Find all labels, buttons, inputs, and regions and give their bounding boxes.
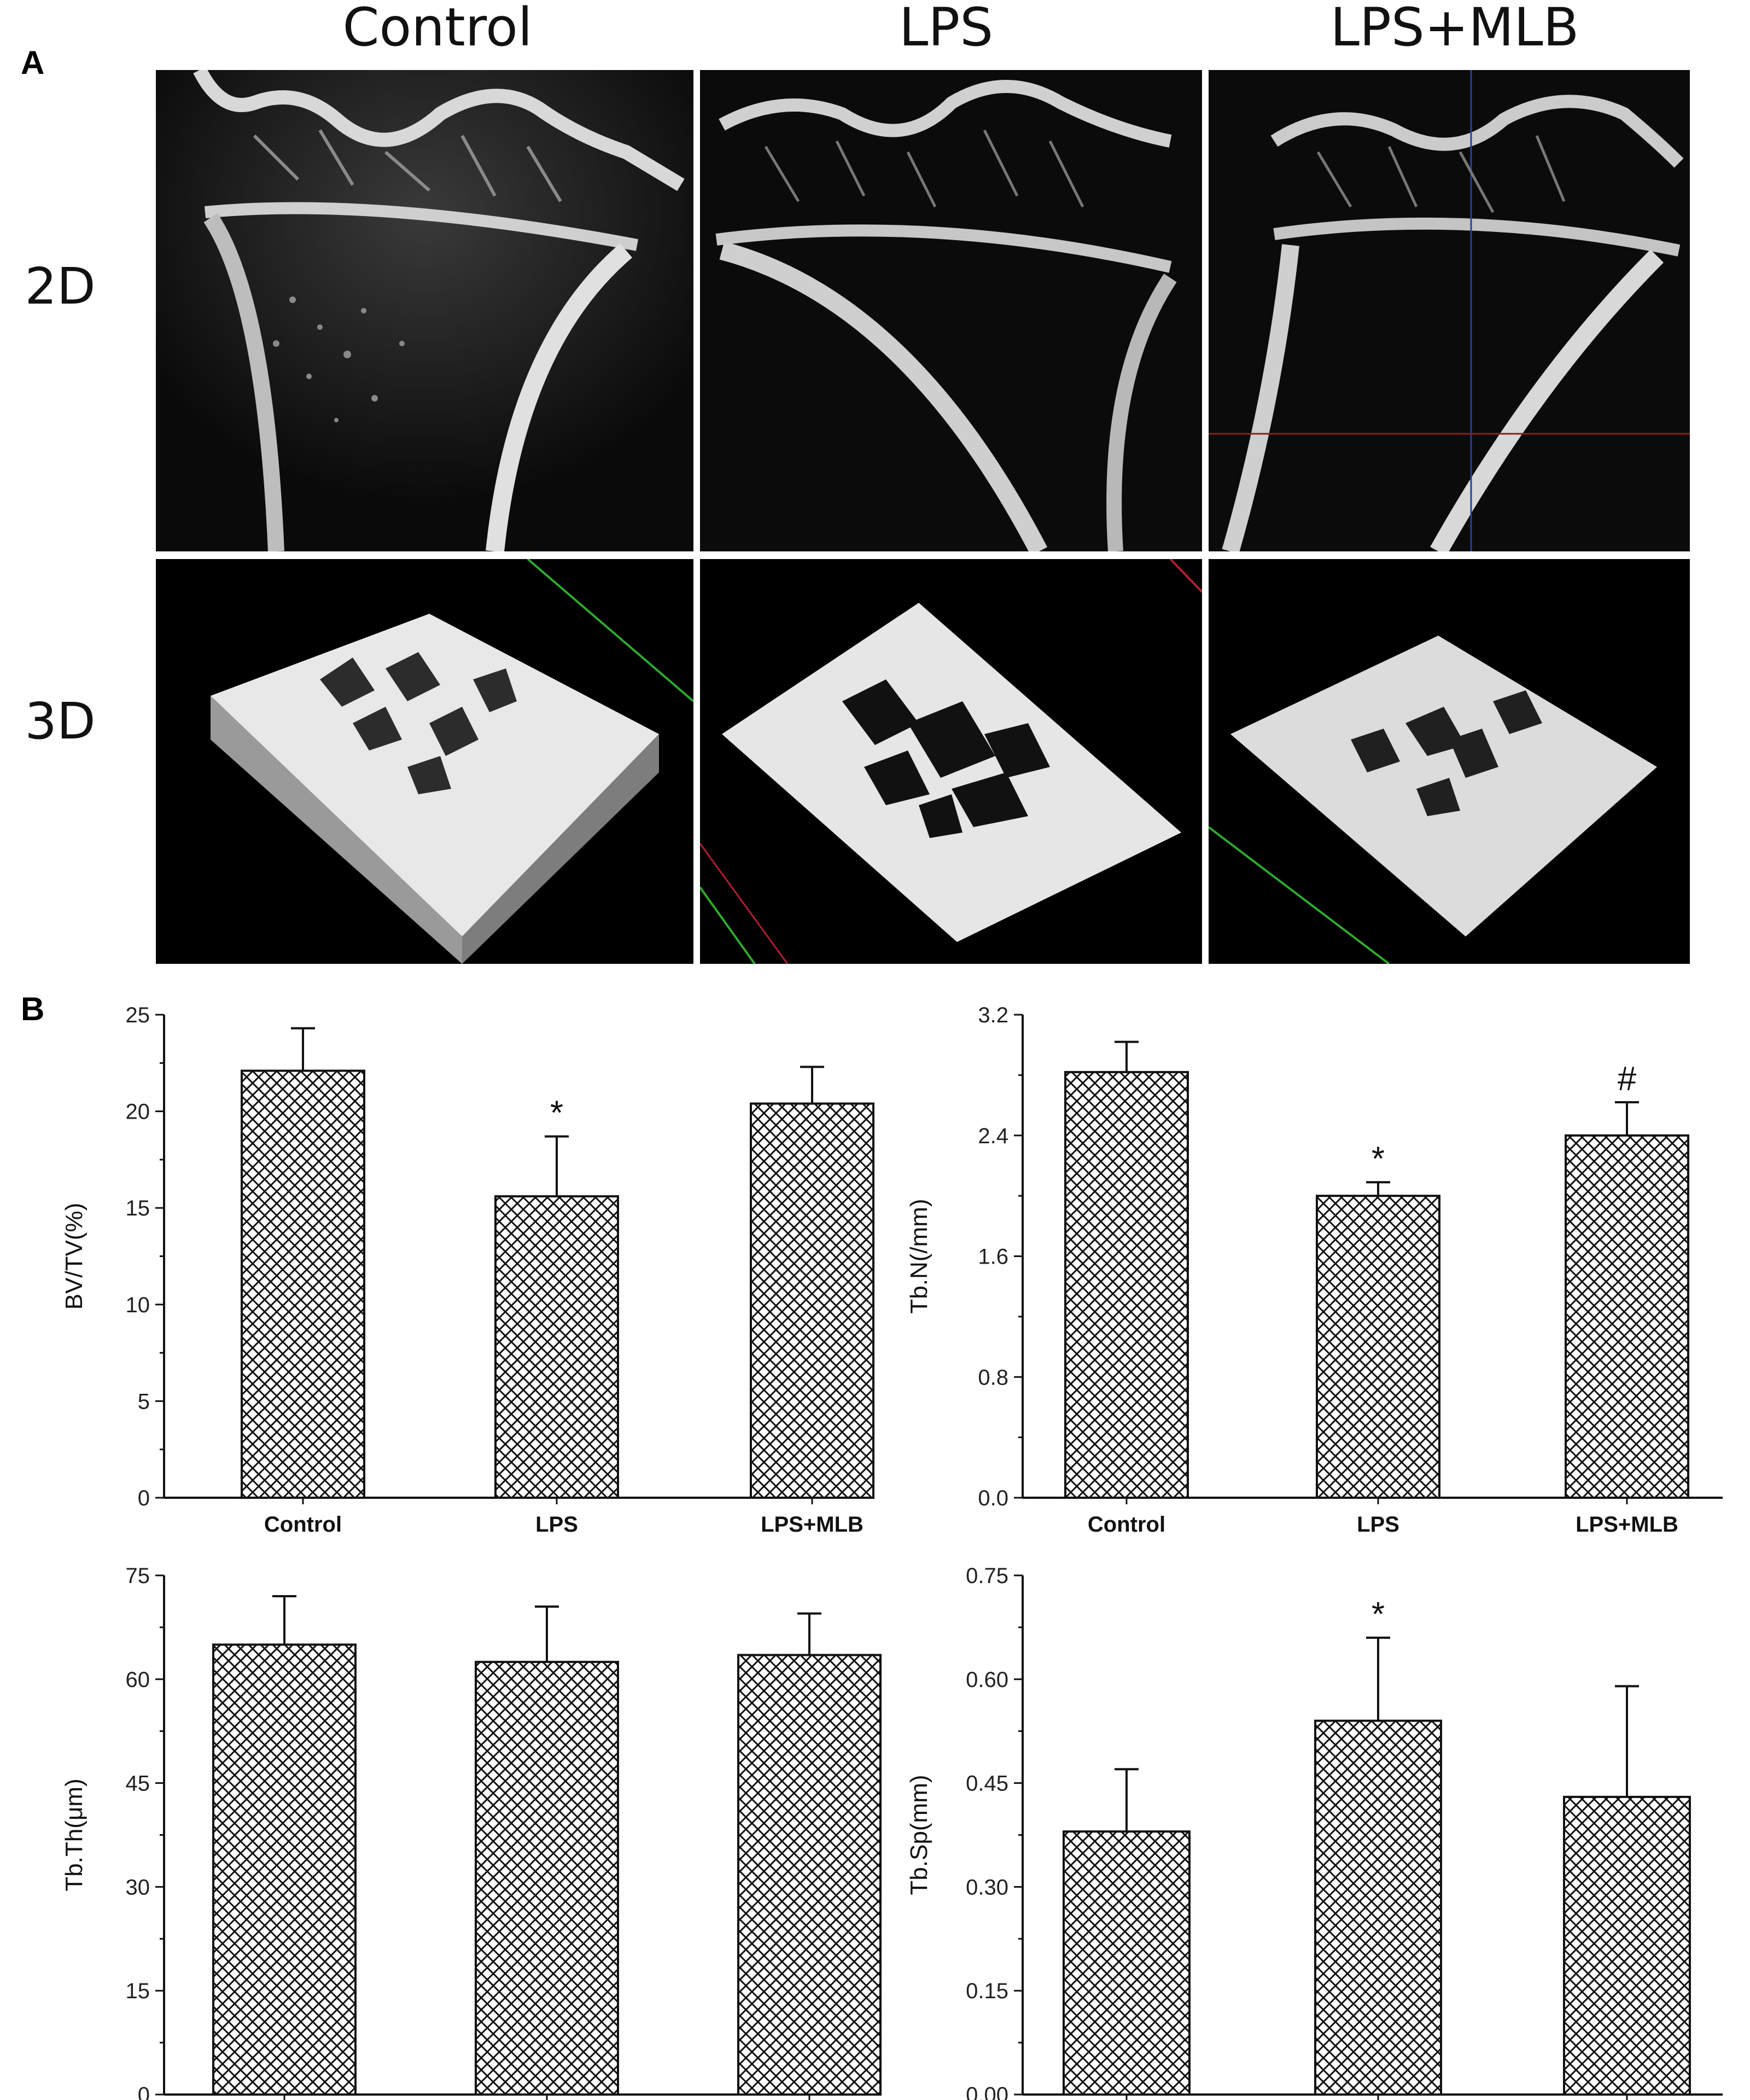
chart-2-y-tick-label: 3.2 (978, 1003, 1008, 1027)
chart-1-significance-mark: * (550, 1095, 563, 1132)
chart-4-y-tick-label: 0.75 (966, 1564, 1008, 1588)
chart-1-y-tick-label: 10 (126, 1293, 150, 1317)
chart-4-bar (1314, 1719, 1442, 2096)
chart-4-significance-mark: * (1372, 1596, 1385, 1633)
micro-ct-3d-lps-mlb-image (1209, 559, 1690, 964)
chart-1-category-label: Control (264, 1513, 342, 1537)
micro-ct-2d-lps-image (700, 70, 1202, 551)
chart-2-category-label: LPS+MLB (1576, 1513, 1678, 1537)
column-header-lps: LPS (899, 0, 994, 58)
panel-a-label: A (21, 44, 45, 81)
chart-3-bar (212, 1643, 357, 2096)
chart-1-category-label: LPS (535, 1513, 578, 1537)
chart-4-y-tick-label: 0.15 (966, 1979, 1008, 2003)
micro-ct-2d-lps-mlb-image (1209, 70, 1690, 551)
chart-1-y-tick-label: 20 (126, 1100, 150, 1124)
micro-ct-3d-control-image (156, 559, 693, 964)
chart-4-y-tick-label: 0.45 (966, 1772, 1008, 1796)
chart-4-bar (1563, 1795, 1691, 2096)
chart-3-y-tick-label: 60 (126, 1668, 150, 1692)
chart-4-y-tick-label: 0.60 (966, 1668, 1008, 1692)
micro-ct-2d-control-image (156, 70, 693, 551)
chart-3-y-tick-label: 75 (126, 1564, 150, 1588)
chart-4-y-tick-label: 0.00 (966, 2083, 1008, 2100)
chart-2-significance-mark: * (1372, 1140, 1385, 1178)
chart-1-category-label: LPS+MLB (761, 1513, 864, 1537)
chart-2-bar (1565, 1134, 1689, 1499)
chart-2-category-label: LPS (1357, 1513, 1399, 1537)
row-header-3d: 3D (25, 692, 96, 751)
row-header-2d: 2D (25, 257, 96, 316)
panel-b-label: B (21, 991, 45, 1027)
chart-3-y-tick-label: 0 (138, 2083, 150, 2100)
chart-1-y-tick-label: 25 (126, 1003, 150, 1027)
chart-4-bar (1063, 1830, 1191, 2096)
chart-2-y-axis-label: Tb.N(/mm) (906, 1199, 932, 1313)
column-header-lps-mlb: LPS+MLB (1330, 0, 1579, 58)
chart-3-y-axis-label: Tb.Th(μm) (61, 1778, 88, 1891)
chart-2-y-tick-label: 1.6 (978, 1245, 1008, 1269)
chart-3-y-tick-label: 45 (126, 1772, 150, 1796)
chart-1-bar (750, 1102, 874, 1499)
chart-2-y-tick-label: 0.0 (978, 1486, 1008, 1510)
chart-2-significance-mark: # (1618, 1060, 1637, 1098)
chart-1-bar (241, 1069, 365, 1499)
chart-3-bar (475, 1661, 619, 2096)
chart-2-bar (1316, 1195, 1440, 1499)
chart-1-y-tick-label: 5 (138, 1389, 150, 1413)
chart-2-category-label: Control (1088, 1513, 1165, 1537)
chart-4-y-axis-label: Tb.Sp(mm) (906, 1775, 932, 1895)
column-header-control: Control (342, 0, 533, 58)
chart-3-bar (737, 1654, 882, 2096)
micro-ct-3d-lps-image (700, 559, 1202, 964)
chart-1-y-tick-label: 15 (126, 1196, 150, 1220)
chart-2-y-tick-label: 2.4 (978, 1124, 1008, 1148)
chart-1-y-tick-label: 0 (138, 1486, 150, 1510)
chart-4-y-tick-label: 0.30 (966, 1875, 1008, 1899)
chart-2-bar (1064, 1071, 1189, 1499)
chart-1-bar (494, 1195, 619, 1499)
chart-2-y-tick-label: 0.8 (978, 1365, 1008, 1389)
chart-3-y-tick-label: 30 (126, 1875, 150, 1899)
chart-3-y-tick-label: 15 (126, 1979, 150, 2003)
chart-1-y-axis-label: BV/TV(%) (61, 1203, 88, 1310)
